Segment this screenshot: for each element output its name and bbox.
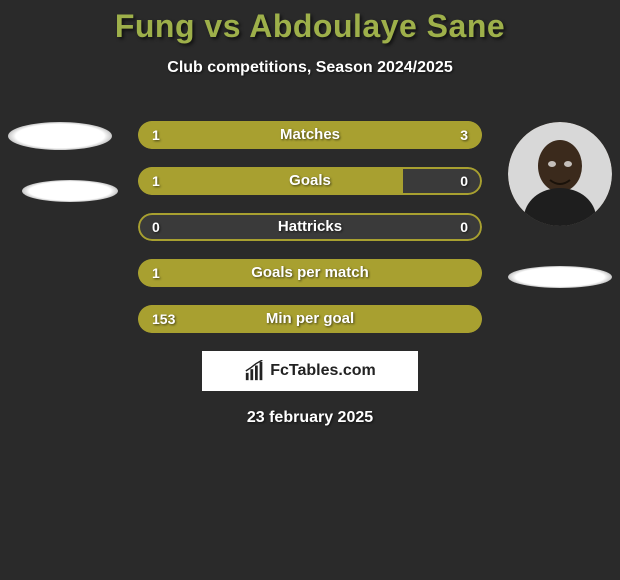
avatar-shadow — [22, 180, 118, 202]
subtitle: Club competitions, Season 2024/2025 — [0, 59, 620, 77]
page-title: Fung vs Abdoulaye Sane — [0, 8, 620, 45]
player-right-avatar — [508, 122, 612, 288]
bar-label: Hattricks — [138, 213, 482, 241]
avatar-placeholder — [8, 122, 112, 150]
bar-label: Goals — [138, 167, 482, 195]
comparison-bars: 13Matches 10Goals 00Hattricks 1Goals per ma… — [138, 121, 482, 333]
bar-row: 00Hattricks — [138, 213, 482, 241]
player-left-avatar — [8, 122, 118, 202]
bar-label: Goals per match — [138, 259, 482, 287]
bar-label: Min per goal — [138, 305, 482, 333]
bar-row: 13Matches — [138, 121, 482, 149]
avatar-shadow — [508, 266, 612, 288]
bar-row: 1Goals per match — [138, 259, 482, 287]
date-line: 23 february 2025 — [0, 409, 620, 427]
logo-text: FcTables.com — [270, 362, 376, 380]
footer-logo: FcTables.com — [202, 351, 418, 391]
bar-label: Matches — [138, 121, 482, 149]
chart-icon — [244, 360, 266, 382]
bar-row: 10Goals — [138, 167, 482, 195]
avatar-image — [508, 122, 612, 226]
bar-row: 153Min per goal — [138, 305, 482, 333]
